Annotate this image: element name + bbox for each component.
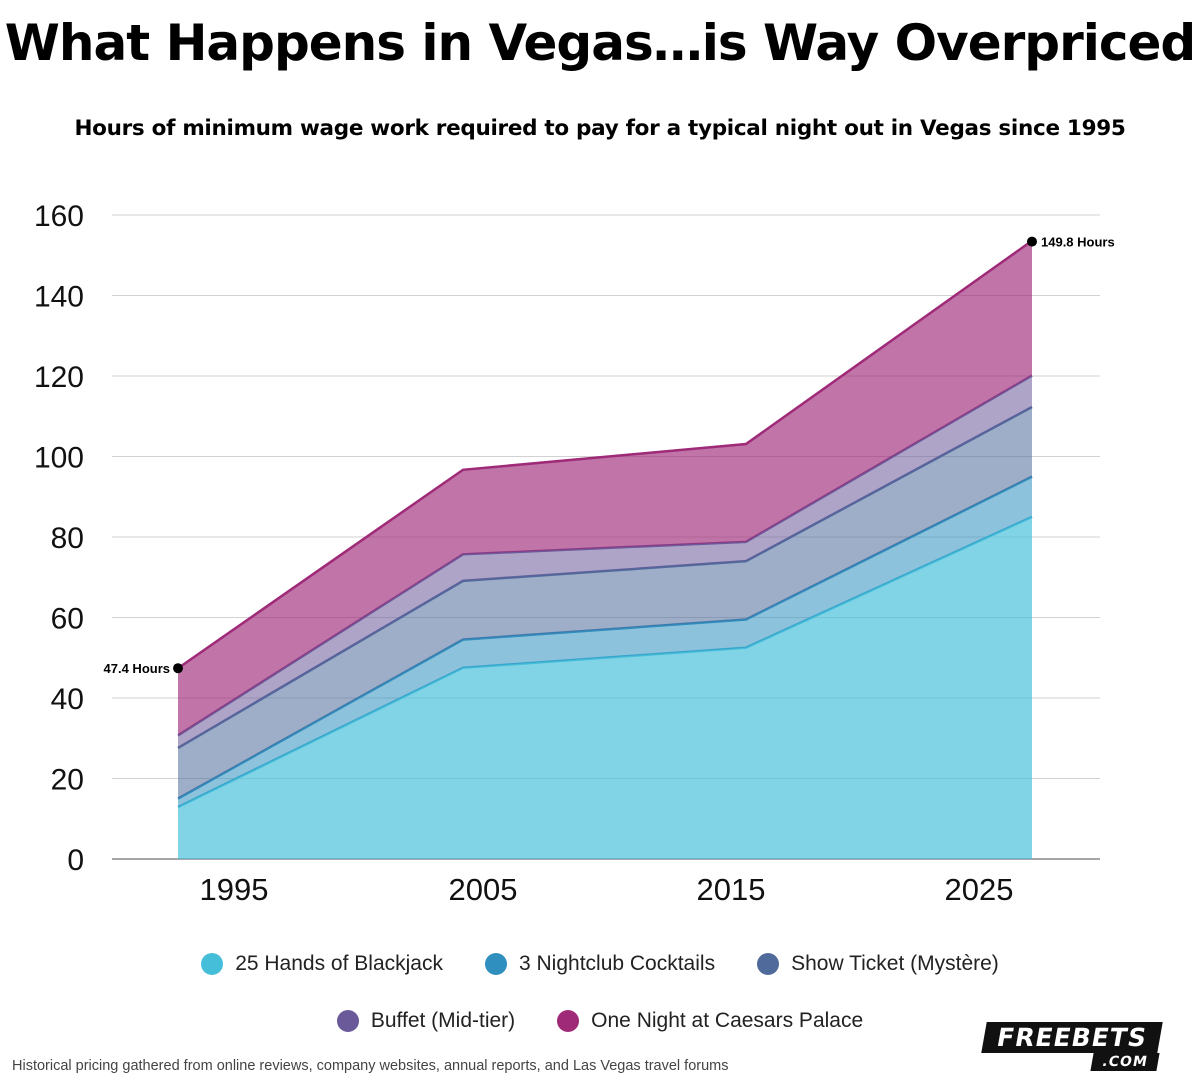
y-tick-label: 0 xyxy=(67,844,84,877)
legend-label-buffet: Buffet (Mid-tier) xyxy=(370,1009,516,1032)
annotation-dot xyxy=(1027,236,1037,247)
legend-label-cocktails: 3 Nightclub Cocktails xyxy=(518,952,716,975)
chart-subtitle: Hours of minimum wage work required to p… xyxy=(74,116,1126,141)
legend-item-buffet: Buffet (Mid-tier) xyxy=(336,1009,516,1033)
area-one-night-at-caesars-palace xyxy=(178,240,1032,736)
x-tick-label: 1995 xyxy=(200,872,269,907)
area-show-ticket-myst-re xyxy=(178,406,1032,799)
y-tick-label: 80 xyxy=(51,522,84,555)
area-3-nightclub-cocktails xyxy=(178,476,1032,808)
y-tick-label: 20 xyxy=(51,764,84,797)
logo-wordmark: FREEBETS xyxy=(981,1022,1163,1053)
y-tick-label: 120 xyxy=(34,361,84,394)
annotation-dot xyxy=(173,663,183,674)
legend-row-2: Buffet (Mid-tier) One Night at Caesars P… xyxy=(0,1009,1200,1033)
legend-label-blackjack: 25 Hands of Blackjack xyxy=(235,952,443,975)
y-tick-label: 140 xyxy=(34,281,84,314)
chart-title: What Happens in Vegas…is Way Overpriced xyxy=(4,14,1196,72)
series-line-25-hands-of-blackjack xyxy=(177,515,1033,809)
y-tick-label: 100 xyxy=(34,442,84,475)
legend-item-blackjack: 25 Hands of Blackjack xyxy=(201,952,443,976)
legend-swatch-caesars xyxy=(557,1010,580,1032)
annotation-label: 47.4 Hours xyxy=(104,661,170,676)
y-tick-label: 60 xyxy=(51,603,84,636)
legend-label-caesars: One Night at Caesars Palace xyxy=(591,1009,864,1032)
x-tick-label: 2005 xyxy=(449,872,518,907)
legend-swatch-cocktails xyxy=(484,953,507,975)
legend-row-1: 25 Hands of Blackjack 3 Nightclub Cockta… xyxy=(0,952,1200,976)
area-25-hands-of-blackjack xyxy=(178,516,1032,859)
annotation-label: 149.8 Hours xyxy=(1041,235,1115,250)
x-tick-label: 2015 xyxy=(697,872,766,907)
y-tick-label: 40 xyxy=(51,683,84,716)
y-tick-label: 160 xyxy=(34,200,84,233)
source-footnote: Historical pricing gathered from online … xyxy=(12,1058,729,1074)
legend-item-caesars: One Night at Caesars Palace xyxy=(557,1009,863,1033)
legend-swatch-buffet xyxy=(336,1010,359,1032)
x-tick-label: 2025 xyxy=(945,872,1014,907)
freebets-logo: FREEBETS .COM xyxy=(981,1022,1163,1071)
legend-swatch-show-ticket xyxy=(757,953,780,975)
legend-item-cocktails: 3 Nightclub Cocktails xyxy=(484,952,716,976)
legend-swatch-blackjack xyxy=(201,953,224,975)
series-line-3-nightclub-cocktails xyxy=(177,475,1033,800)
series-line-one-night-at-caesars-palace xyxy=(177,239,1033,670)
logo-domain: .COM xyxy=(1090,1053,1160,1071)
legend-label-show-ticket: Show Ticket (Mystère) xyxy=(791,952,999,975)
legend-item-show-ticket: Show Ticket (Mystère) xyxy=(757,952,999,976)
area-buffet-mid-tier xyxy=(178,375,1032,748)
